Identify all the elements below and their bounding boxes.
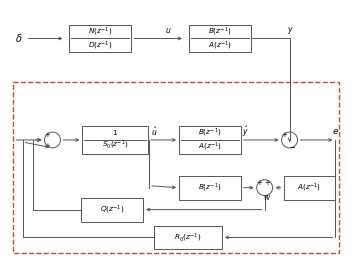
Bar — [179, 126, 241, 154]
Text: $e$: $e$ — [332, 128, 339, 136]
Bar — [189, 25, 251, 53]
Text: $1$
$S_0(z^{-1})$: $1$ $S_0(z^{-1})$ — [102, 129, 129, 152]
Text: $w$: $w$ — [263, 193, 271, 202]
Bar — [179, 176, 241, 200]
Text: $-$: $-$ — [289, 143, 296, 149]
Text: $y$: $y$ — [287, 25, 294, 36]
Bar — [13, 82, 339, 253]
Bar — [82, 126, 148, 154]
Text: +: + — [45, 143, 51, 149]
Text: $\hat{u}$: $\hat{u}$ — [151, 126, 158, 138]
Text: +: + — [45, 132, 51, 138]
Text: $u$: $u$ — [165, 26, 171, 35]
Text: $R_0(z^{-1})$: $R_0(z^{-1})$ — [174, 231, 202, 244]
Bar — [284, 176, 335, 200]
Text: $Q(z^{-1})$: $Q(z^{-1})$ — [100, 204, 125, 216]
Text: +: + — [282, 132, 287, 138]
Text: $\hat{y}$: $\hat{y}$ — [242, 125, 249, 139]
Text: $B(z^{-1})$
$A(z^{-1})$: $B(z^{-1})$ $A(z^{-1})$ — [198, 127, 222, 153]
Text: $\delta$: $\delta$ — [15, 32, 22, 45]
Text: $B(z^{-1})$
$A(z^{-1})$: $B(z^{-1})$ $A(z^{-1})$ — [208, 25, 232, 52]
Bar — [154, 225, 222, 249]
Text: $N(z^{-1})$
$D(z^{-1})$: $N(z^{-1})$ $D(z^{-1})$ — [88, 25, 113, 52]
Text: +: + — [265, 180, 270, 186]
Bar — [69, 25, 131, 53]
Text: +: + — [257, 180, 263, 186]
Circle shape — [45, 132, 61, 148]
Circle shape — [257, 180, 273, 196]
Bar — [81, 198, 143, 221]
Text: $A(z^{-1})$: $A(z^{-1})$ — [297, 182, 321, 194]
Text: $B(z^{-1})$: $B(z^{-1})$ — [198, 182, 222, 194]
Circle shape — [281, 132, 297, 148]
